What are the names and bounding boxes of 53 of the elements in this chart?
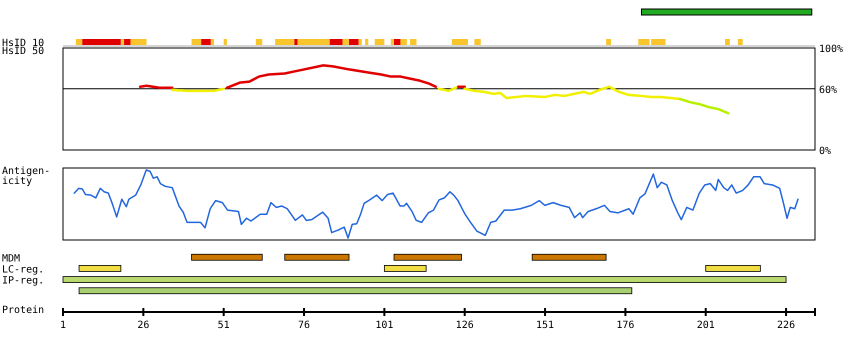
bar — [738, 39, 743, 45]
y-tick-label: LC-reg. — [2, 264, 44, 276]
bar — [82, 39, 121, 45]
bar — [606, 39, 611, 45]
x-tick-label: 176 — [616, 320, 634, 331]
x-axis-title: Protein — [2, 305, 44, 316]
y-tick-label: 0% — [819, 146, 832, 157]
line-series — [678, 98, 730, 115]
bar — [192, 39, 202, 45]
line-series — [226, 64, 438, 90]
bar — [342, 39, 350, 45]
bar — [124, 39, 130, 45]
x-tick-label: 201 — [696, 320, 715, 331]
bar — [330, 39, 343, 45]
x-tick-label: 51 — [218, 320, 230, 331]
bar — [374, 39, 384, 45]
bar — [62, 276, 786, 283]
bar — [410, 39, 417, 45]
x-tick-label: 76 — [298, 320, 310, 331]
bar — [394, 39, 400, 45]
bar — [256, 39, 262, 45]
x-tick-label: 101 — [375, 320, 394, 331]
y-tick-label: 100% — [819, 44, 844, 55]
bar — [725, 39, 730, 45]
bar — [120, 39, 124, 45]
bar — [474, 39, 481, 45]
bar — [400, 39, 407, 45]
x-tick-label: 26 — [137, 320, 150, 331]
bar — [390, 39, 394, 45]
bar — [210, 39, 214, 45]
y-axis-title: Antigen-icity — [2, 166, 50, 187]
line-series — [463, 86, 682, 100]
bar — [365, 39, 368, 45]
x-tick-label: 126 — [456, 320, 474, 331]
bar — [275, 39, 294, 45]
bar — [358, 39, 362, 45]
y-tick-label: 60% — [819, 84, 838, 96]
bar — [78, 287, 632, 294]
bar — [130, 39, 147, 45]
bar — [201, 39, 211, 45]
bar — [298, 39, 330, 45]
x-tick-label: 1 — [60, 320, 66, 331]
y-axis-title: HsID 50 — [2, 46, 44, 57]
bar — [532, 254, 607, 261]
x-tick-label: 151 — [536, 320, 554, 331]
bar — [452, 39, 468, 45]
y-tick-label: MDM — [2, 253, 20, 264]
bar — [349, 39, 359, 45]
bar — [76, 39, 82, 45]
bar — [294, 39, 298, 45]
y-tick-label: IP-reg. — [2, 276, 44, 287]
bar — [224, 39, 227, 45]
x-tick-label: 226 — [777, 320, 796, 331]
